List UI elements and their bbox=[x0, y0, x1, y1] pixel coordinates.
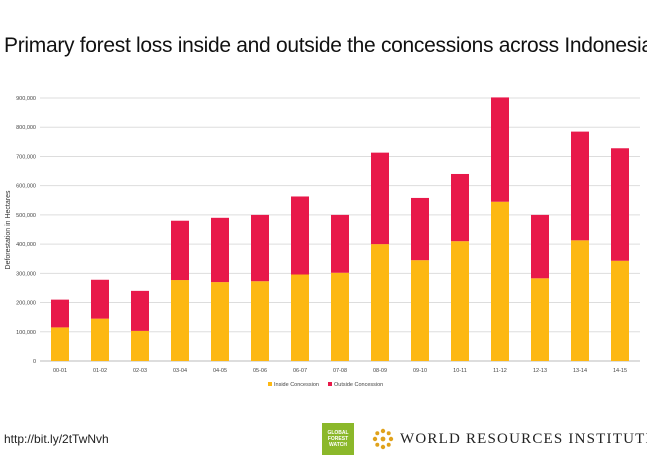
chart-title: Primary forest loss inside and outside t… bbox=[4, 34, 647, 57]
bar-outside-concession bbox=[571, 131, 589, 241]
bar-outside-concession bbox=[491, 97, 509, 202]
bar-outside-concession bbox=[251, 214, 269, 282]
bar-inside-concession bbox=[611, 260, 629, 361]
bar-inside-concession bbox=[411, 260, 429, 361]
x-tick-label: 07-08 bbox=[333, 368, 347, 374]
y-tick-labels: 0 100,000 200,000 300,000 400,000 500,000 600,… bbox=[16, 96, 36, 365]
x-tick-label: 02-03 bbox=[133, 368, 147, 374]
bars bbox=[51, 97, 629, 361]
y-tick-label: 900,000 bbox=[16, 96, 36, 102]
bar-outside-concession bbox=[331, 214, 349, 273]
bar-inside-concession bbox=[51, 327, 69, 361]
gfw-logo-line-3: WATCH bbox=[329, 442, 347, 448]
bar-outside-concession bbox=[371, 152, 389, 245]
bar-outside-concession bbox=[411, 197, 429, 261]
bar-inside-concession bbox=[171, 280, 189, 361]
x-tick-label: 11-12 bbox=[493, 368, 507, 374]
x-tick-label: 06-07 bbox=[293, 368, 307, 374]
bar-inside-concession bbox=[211, 282, 229, 361]
x-tick-label: 12-13 bbox=[533, 368, 547, 374]
x-tick-label: 05-06 bbox=[253, 368, 267, 374]
x-tick-label: 10-11 bbox=[453, 368, 467, 374]
y-tick-label: 200,000 bbox=[16, 301, 36, 307]
bar-outside-concession bbox=[451, 173, 469, 242]
y-tick-label: 100,000 bbox=[16, 330, 36, 336]
legend-label: Outside Concession bbox=[334, 382, 383, 388]
x-tick-label: 00-01 bbox=[53, 368, 67, 374]
y-tick-label: 700,000 bbox=[16, 154, 36, 160]
y-tick-label: 800,000 bbox=[16, 125, 36, 131]
bar-outside-concession bbox=[131, 290, 149, 331]
x-tick-label: 14-15 bbox=[613, 368, 627, 374]
bar-outside-concession bbox=[531, 214, 549, 279]
y-tick-label: 0 bbox=[33, 359, 36, 365]
x-tick-labels: 00-01 01-02 02-03 03-04 04-05 05-06 06-07 07-08… bbox=[53, 368, 627, 374]
bar-inside-concession bbox=[251, 281, 269, 361]
bar-inside-concession bbox=[571, 240, 589, 361]
legend: Inside Concession Outside Concession bbox=[268, 382, 383, 388]
bar-outside-concession bbox=[51, 299, 69, 328]
bar-outside-concession bbox=[91, 279, 109, 319]
bar-inside-concession bbox=[491, 201, 509, 361]
gfw-logo-line-1: GLOBAL bbox=[327, 430, 349, 436]
x-tick-label: 03-04 bbox=[173, 368, 187, 374]
x-tick-label: 08-09 bbox=[373, 368, 387, 374]
bar-outside-concession bbox=[291, 196, 309, 275]
x-tick-label: 04-05 bbox=[213, 368, 227, 374]
wri-starburst-icon bbox=[372, 428, 394, 450]
bar-inside-concession bbox=[451, 241, 469, 361]
y-tick-label: 300,000 bbox=[16, 271, 36, 277]
legend-swatch bbox=[328, 382, 332, 386]
bar-inside-concession bbox=[331, 272, 349, 361]
bar-outside-concession bbox=[211, 217, 229, 283]
bar-outside-concession bbox=[171, 220, 189, 281]
bar-outside-concession bbox=[611, 148, 629, 261]
bar-inside-concession bbox=[531, 278, 549, 361]
bar-inside-concession bbox=[291, 274, 309, 361]
bar-inside-concession bbox=[91, 318, 109, 361]
y-tick-label: 500,000 bbox=[16, 213, 36, 219]
legend-label: Inside Concession bbox=[274, 382, 319, 388]
source-url[interactable]: http://bit.ly/2tTwNvh bbox=[4, 432, 109, 446]
wri-logo: WORLD RESOURCES INSTITUTE bbox=[372, 428, 647, 450]
legend-swatch bbox=[268, 382, 272, 386]
y-axis-label: Deforestation in Hectares bbox=[5, 190, 12, 269]
x-tick-label: 13-14 bbox=[573, 368, 587, 374]
gfw-logo-line-2: FOREST bbox=[327, 436, 349, 442]
x-tick-label: 01-02 bbox=[93, 368, 107, 374]
y-tick-label: 600,000 bbox=[16, 184, 36, 190]
bar-inside-concession bbox=[371, 244, 389, 361]
global-forest-watch-logo: GLOBAL FOREST WATCH bbox=[322, 423, 354, 455]
x-tick-label: 09-10 bbox=[413, 368, 427, 374]
bar-inside-concession bbox=[131, 330, 149, 361]
y-tick-label: 400,000 bbox=[16, 242, 36, 248]
wri-name: WORLD RESOURCES INSTITUTE bbox=[400, 430, 647, 447]
